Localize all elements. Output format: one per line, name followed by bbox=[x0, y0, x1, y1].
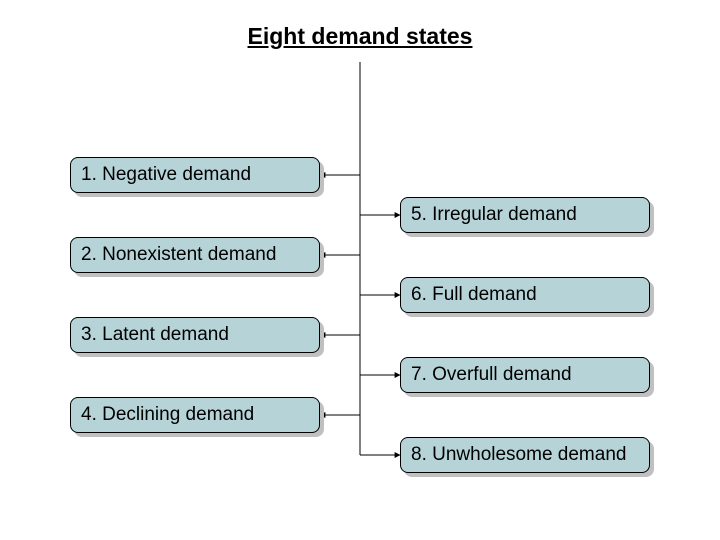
node-label: 8. Unwholesome demand bbox=[411, 444, 626, 465]
node-negative-demand: 1. Negative demand bbox=[70, 157, 320, 193]
node-label: 4. Declining demand bbox=[81, 404, 254, 425]
node-full-demand: 6. Full demand bbox=[400, 277, 650, 313]
node-label: 3. Latent demand bbox=[81, 324, 229, 345]
node-declining-demand: 4. Declining demand bbox=[70, 397, 320, 433]
node-latent-demand: 3. Latent demand bbox=[70, 317, 320, 353]
node-irregular-demand: 5. Irregular demand bbox=[400, 197, 650, 233]
diagram-stage: Eight demand states 1. Negative demand 2… bbox=[0, 0, 720, 540]
node-label: 1. Negative demand bbox=[81, 164, 251, 185]
node-label: 7. Overfull demand bbox=[411, 364, 572, 385]
node-nonexistent-demand: 2. Nonexistent demand bbox=[70, 237, 320, 273]
node-overfull-demand: 7. Overfull demand bbox=[400, 357, 650, 393]
node-label: 5. Irregular demand bbox=[411, 204, 577, 225]
node-unwholesome-demand: 8. Unwholesome demand bbox=[400, 437, 650, 473]
node-label: 6. Full demand bbox=[411, 284, 537, 305]
diagram-title: Eight demand states bbox=[0, 23, 720, 50]
node-label: 2. Nonexistent demand bbox=[81, 244, 276, 265]
